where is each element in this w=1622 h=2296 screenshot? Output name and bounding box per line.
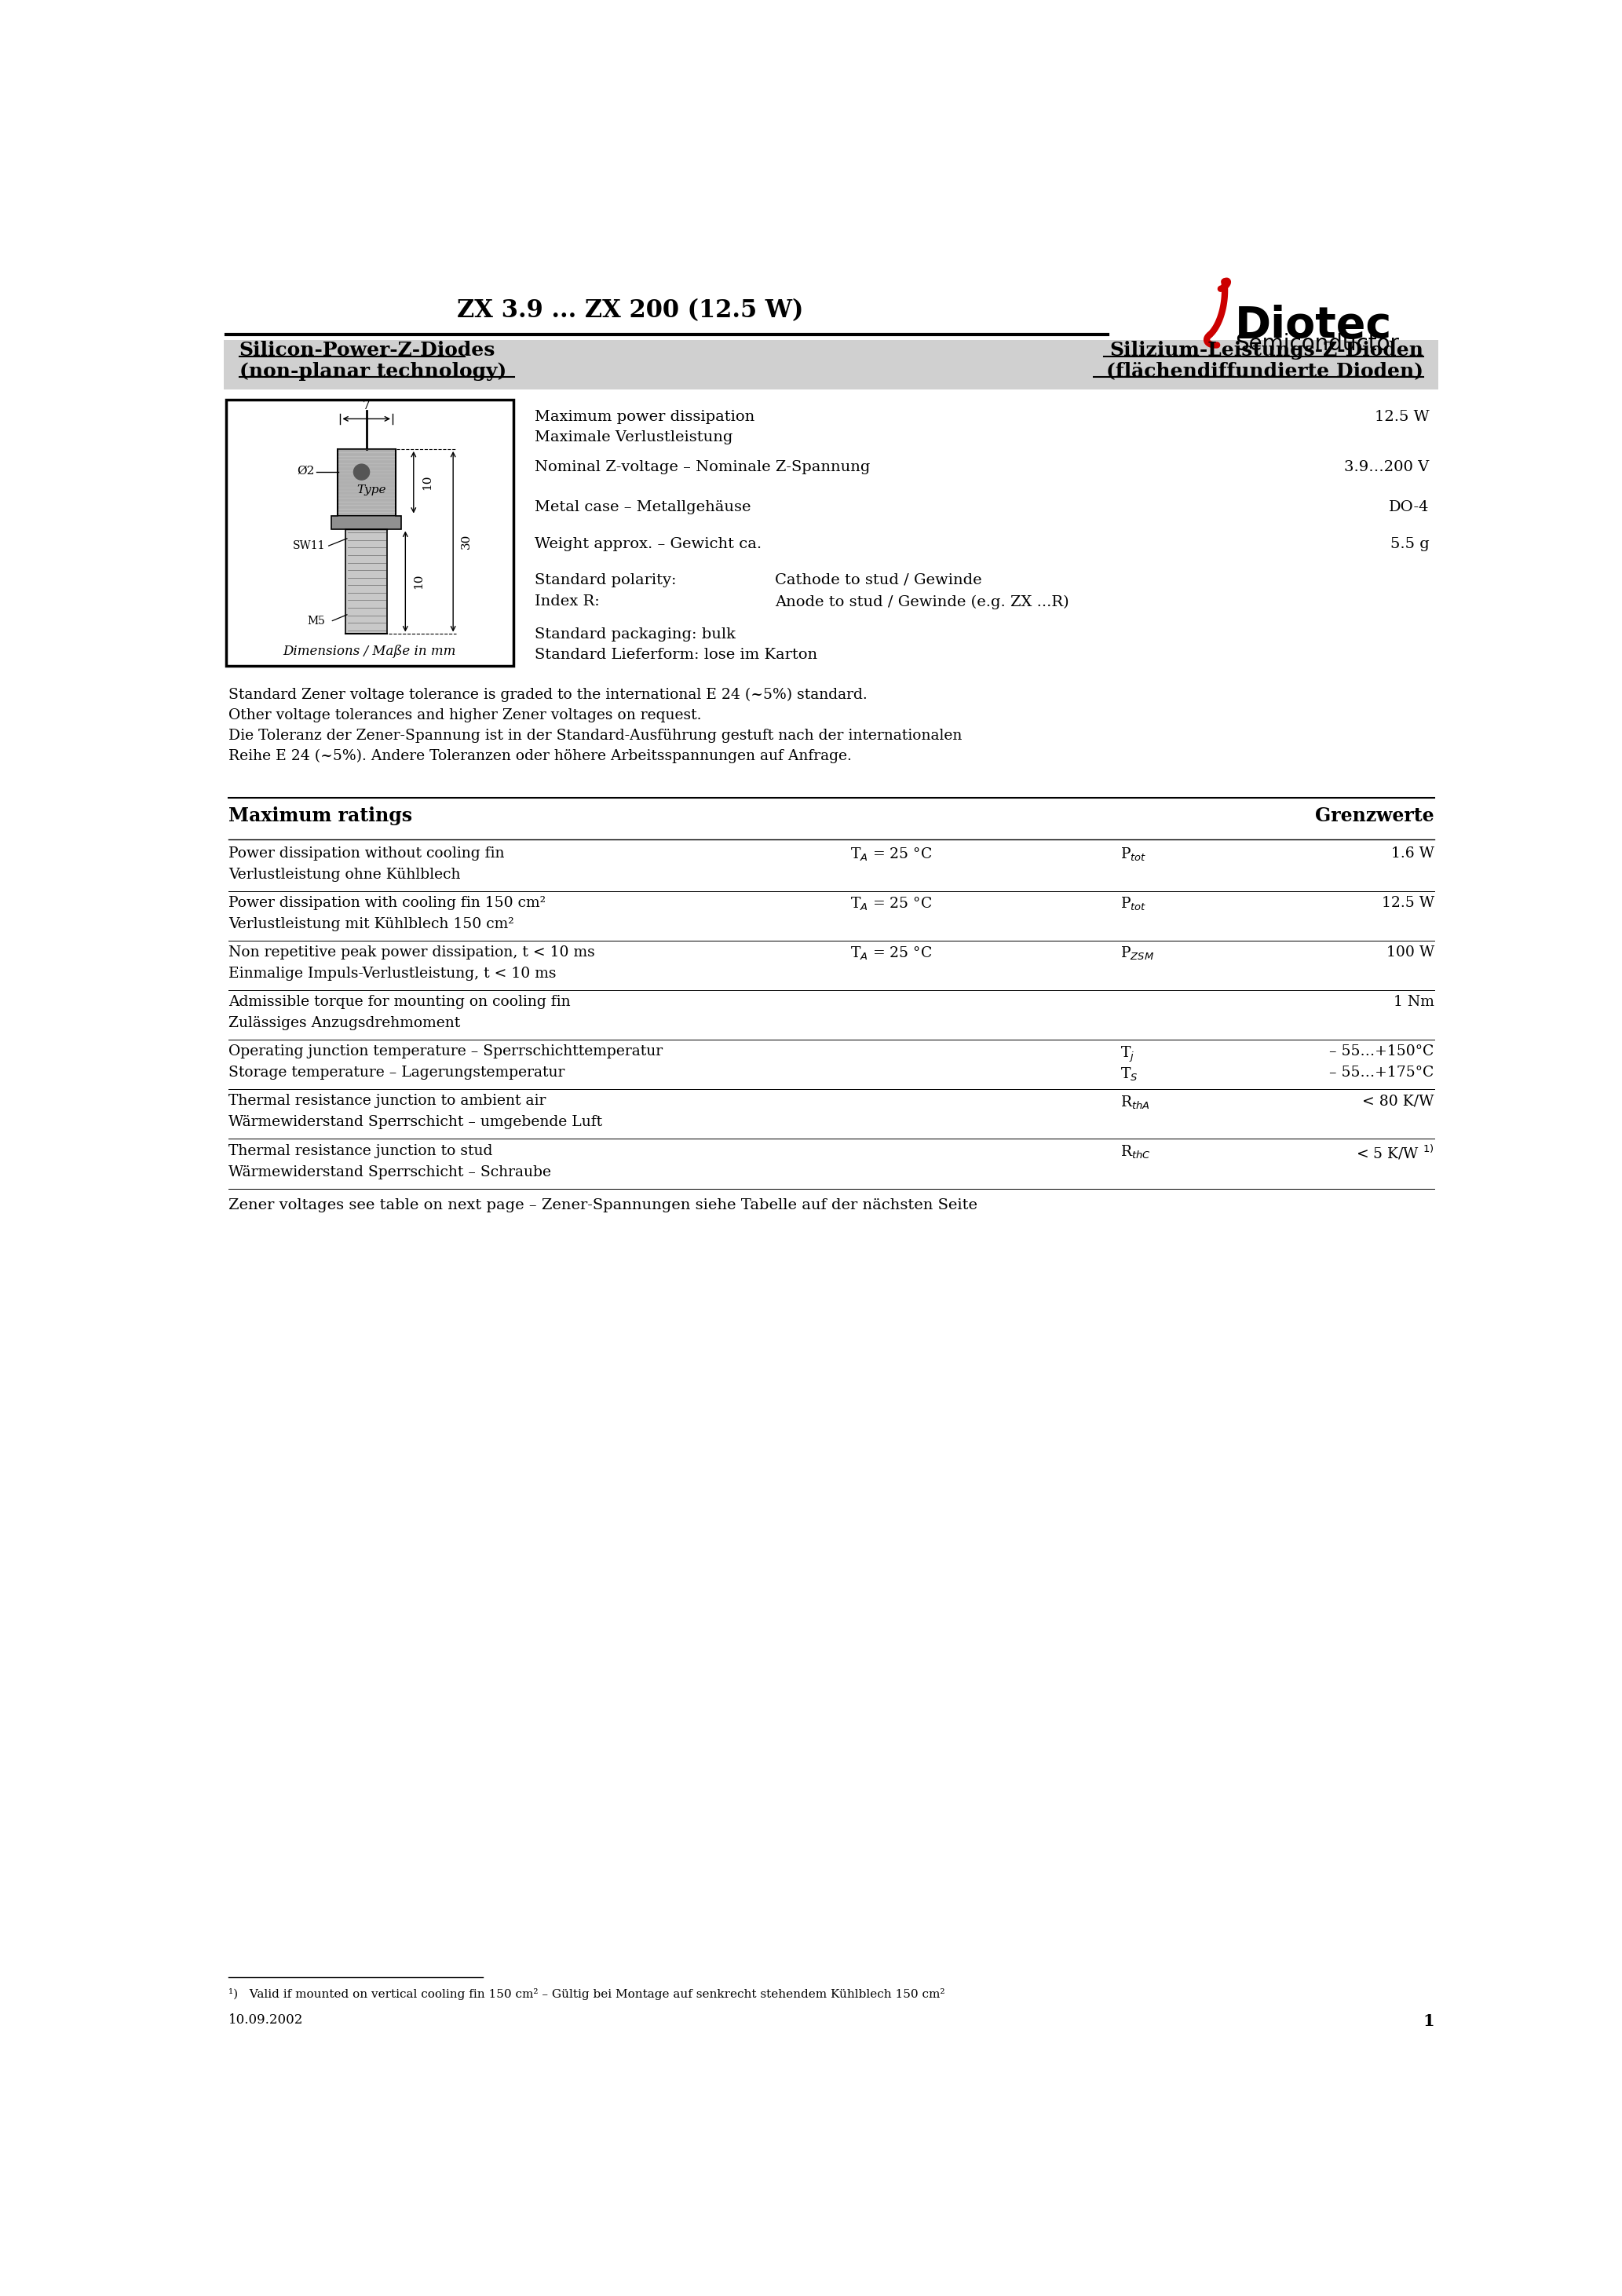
Text: Thermal resistance junction to stud: Thermal resistance junction to stud: [229, 1143, 493, 1157]
Text: 7: 7: [363, 400, 370, 411]
Text: 3.9…200 V: 3.9…200 V: [1345, 459, 1429, 473]
Text: Nominal Z-voltage – Nominale Z-Spannung: Nominal Z-voltage – Nominale Z-Spannung: [534, 459, 869, 473]
Text: Standard polarity:: Standard polarity:: [534, 574, 676, 588]
Text: 10: 10: [422, 475, 433, 489]
Text: Metal case – Metallgehäuse: Metal case – Metallgehäuse: [534, 501, 751, 514]
Text: Thermal resistance junction to ambient air: Thermal resistance junction to ambient a…: [229, 1095, 545, 1109]
Text: Operating junction temperature – Sperrschichttemperatur: Operating junction temperature – Sperrsc…: [229, 1045, 662, 1058]
Text: Wärmewiderstand Sperrschicht – Schraube: Wärmewiderstand Sperrschicht – Schraube: [229, 1164, 551, 1180]
Circle shape: [354, 464, 370, 480]
Text: ¹)   Valid if mounted on vertical cooling fin 150 cm² – Gültig bei Montage auf s: ¹) Valid if mounted on vertical cooling …: [229, 1988, 944, 2000]
Text: Verlustleistung mit Kühlblech 150 cm²: Verlustleistung mit Kühlblech 150 cm²: [229, 916, 514, 932]
Bar: [337, 450, 396, 517]
Text: P$_{ZSM}$: P$_{ZSM}$: [1121, 946, 1155, 962]
Text: 10.09.2002: 10.09.2002: [229, 2014, 303, 2027]
Text: (flächendiffundierte Dioden): (flächendiffundierte Dioden): [1106, 363, 1422, 381]
Text: Anode to stud / Gewinde (e.g. ZX ...R): Anode to stud / Gewinde (e.g. ZX ...R): [775, 595, 1069, 608]
Text: Verlustleistung ohne Kühlblech: Verlustleistung ohne Kühlblech: [229, 868, 461, 882]
Text: M5: M5: [308, 615, 326, 627]
Text: Silizium-Leistungs-Z-Dioden: Silizium-Leistungs-Z-Dioden: [1109, 342, 1422, 360]
Text: Storage temperature – Lagerungstemperatur: Storage temperature – Lagerungstemperatu…: [229, 1065, 564, 1079]
Bar: [345, 528, 388, 634]
Text: Standard Zener voltage tolerance is graded to the international E 24 (~5%) stand: Standard Zener voltage tolerance is grad…: [229, 689, 962, 762]
Text: Grenzwerte: Grenzwerte: [1315, 806, 1434, 824]
Text: Ø2: Ø2: [297, 466, 315, 475]
Text: Standard packaging: bulk: Standard packaging: bulk: [534, 627, 735, 641]
Bar: [331, 517, 401, 528]
Bar: [224, 340, 1439, 390]
Text: – 55…+175°C: – 55…+175°C: [1330, 1065, 1434, 1079]
Text: – 55…+150°C: – 55…+150°C: [1330, 1045, 1434, 1058]
Text: 12.5 W: 12.5 W: [1382, 895, 1434, 909]
Text: Weight approx. – Gewicht ca.: Weight approx. – Gewicht ca.: [534, 537, 761, 551]
Text: R$_{thA}$: R$_{thA}$: [1121, 1095, 1150, 1111]
Text: Silicon-Power-Z-Diodes: Silicon-Power-Z-Diodes: [240, 342, 495, 360]
Text: 12.5 W: 12.5 W: [1375, 409, 1429, 425]
Text: 1 Nm: 1 Nm: [1393, 994, 1434, 1010]
Text: Power dissipation with cooling fin 150 cm²: Power dissipation with cooling fin 150 c…: [229, 895, 545, 909]
Text: T$_A$ = 25 °C: T$_A$ = 25 °C: [850, 895, 933, 912]
Text: Standard Lieferform: lose im Karton: Standard Lieferform: lose im Karton: [534, 647, 817, 661]
Text: T$_A$ = 25 °C: T$_A$ = 25 °C: [850, 847, 933, 863]
Text: Non repetitive peak power dissipation, t < 10 ms: Non repetitive peak power dissipation, t…: [229, 946, 595, 960]
Text: Admissible torque for mounting on cooling fin: Admissible torque for mounting on coolin…: [229, 994, 571, 1010]
Text: Cathode to stud / Gewinde: Cathode to stud / Gewinde: [775, 574, 981, 588]
Text: DO-4: DO-4: [1388, 501, 1429, 514]
Text: 1: 1: [1422, 2014, 1434, 2030]
Text: 10: 10: [414, 574, 425, 590]
Text: T$_j$: T$_j$: [1121, 1045, 1135, 1063]
Text: P$_{tot}$: P$_{tot}$: [1121, 895, 1147, 912]
Text: Power dissipation without cooling fin: Power dissipation without cooling fin: [229, 847, 504, 861]
Text: 30: 30: [461, 535, 472, 549]
Text: Dimensions / Maße in mm: Dimensions / Maße in mm: [282, 645, 456, 657]
Text: Wärmewiderstand Sperrschicht – umgebende Luft: Wärmewiderstand Sperrschicht – umgebende…: [229, 1116, 602, 1130]
Text: < 5 K/W $^{1)}$: < 5 K/W $^{1)}$: [1356, 1143, 1434, 1162]
Text: ZX 3.9 ... ZX 200 (12.5 W): ZX 3.9 ... ZX 200 (12.5 W): [457, 298, 803, 324]
Text: Einmalige Impuls-Verlustleistung, t < 10 ms: Einmalige Impuls-Verlustleistung, t < 10…: [229, 967, 556, 980]
Text: (non-planar technology): (non-planar technology): [240, 363, 506, 381]
Text: Maximum ratings: Maximum ratings: [229, 806, 412, 824]
Text: Maximum power dissipation: Maximum power dissipation: [534, 409, 754, 425]
Text: Zulässiges Anzugsdrehmoment: Zulässiges Anzugsdrehmoment: [229, 1017, 461, 1031]
Text: Maximale Verlustleistung: Maximale Verlustleistung: [534, 429, 733, 445]
Text: Zener voltages see table on next page – Zener-Spannungen siehe Tabelle auf der n: Zener voltages see table on next page – …: [229, 1199, 978, 1212]
Text: T$_A$ = 25 °C: T$_A$ = 25 °C: [850, 946, 933, 962]
Text: < 80 K/W: < 80 K/W: [1362, 1095, 1434, 1109]
Text: Index R:: Index R:: [534, 595, 599, 608]
Text: Type: Type: [357, 484, 386, 496]
Text: R$_{thC}$: R$_{thC}$: [1121, 1143, 1152, 1159]
Text: Diotec: Diotec: [1234, 305, 1392, 347]
Text: T$_S$: T$_S$: [1121, 1065, 1139, 1081]
Text: Semiconductor: Semiconductor: [1234, 333, 1398, 356]
Text: P$_{tot}$: P$_{tot}$: [1121, 847, 1147, 863]
Text: SW11: SW11: [294, 540, 326, 551]
Bar: [225, 400, 513, 666]
Text: 100 W: 100 W: [1387, 946, 1434, 960]
Text: 5.5 g: 5.5 g: [1390, 537, 1429, 551]
Text: 1.6 W: 1.6 W: [1392, 847, 1434, 861]
